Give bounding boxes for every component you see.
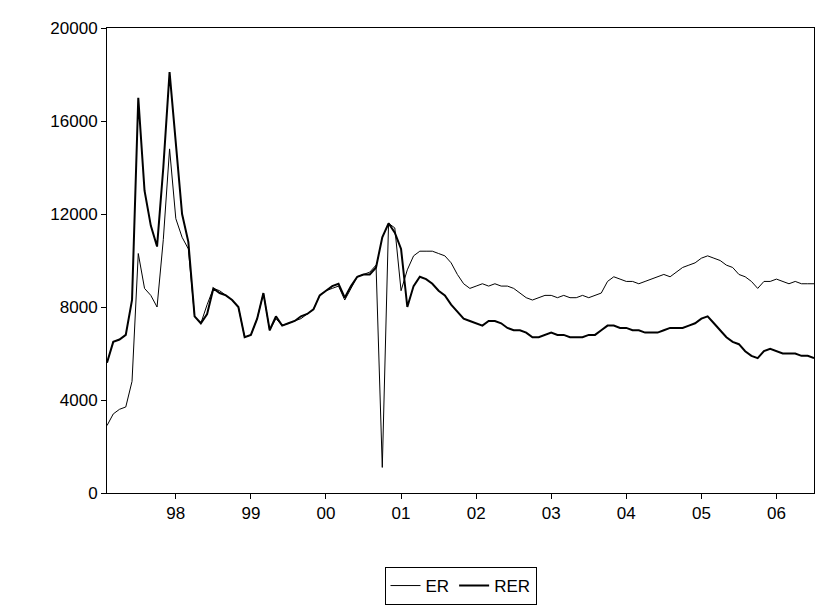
- svg-text:RER: RER: [494, 577, 530, 596]
- svg-text:01: 01: [392, 504, 411, 523]
- svg-text:04: 04: [617, 504, 636, 523]
- svg-text:98: 98: [166, 504, 185, 523]
- svg-text:16000: 16000: [50, 112, 97, 131]
- svg-text:4000: 4000: [60, 391, 98, 410]
- svg-text:02: 02: [467, 504, 486, 523]
- svg-text:99: 99: [241, 504, 260, 523]
- svg-text:12000: 12000: [50, 205, 97, 224]
- svg-text:00: 00: [317, 504, 336, 523]
- svg-text:06: 06: [767, 504, 786, 523]
- svg-text:ER: ER: [426, 577, 450, 596]
- svg-text:0: 0: [88, 484, 97, 503]
- svg-text:8000: 8000: [60, 298, 98, 317]
- svg-text:05: 05: [692, 504, 711, 523]
- svg-text:03: 03: [542, 504, 561, 523]
- svg-text:20000: 20000: [50, 19, 97, 38]
